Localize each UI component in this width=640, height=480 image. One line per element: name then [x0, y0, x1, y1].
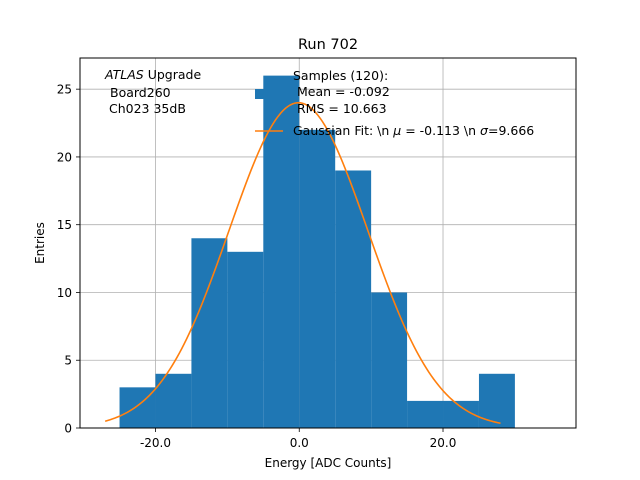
annotation-board: Board260 [110, 85, 171, 100]
x-tick-label: -20.0 [140, 436, 171, 450]
legend-samples-rms: RMS = 10.663 [297, 101, 387, 116]
x-axis-label: Energy [ADC Counts] [265, 456, 392, 470]
histogram-bar [227, 251, 264, 428]
gaussian-fit-curve [104, 101, 501, 425]
fit-label-mu: μ [392, 123, 401, 138]
chart-title: Run 702 [298, 37, 358, 53]
histogram-bar [371, 292, 408, 428]
upgrade-label: Upgrade [144, 67, 202, 82]
legend-fit-label: Gaussian Fit: \n μ = -0.113 \n σ=9.666 [293, 123, 534, 138]
y-axis-label: Entries [33, 222, 47, 264]
y-tick-label: 0 [64, 422, 72, 436]
histogram-bar [191, 238, 228, 428]
legend-samples-swatch [255, 89, 283, 99]
annotation-channel: Ch023 35dB [109, 101, 186, 116]
histogram-bar [299, 129, 336, 429]
histogram-bar [335, 170, 372, 428]
axis-ticks: -20.0 0.0 20.0 0 5 10 15 20 25 [57, 83, 457, 450]
fit-label-part-b: = -0.113 \n [401, 123, 480, 138]
y-tick-label: 15 [57, 218, 72, 232]
histogram-bars [119, 75, 515, 429]
x-tick-label: 0.0 [290, 436, 309, 450]
histogram-bar [407, 400, 444, 428]
x-tick-label: 20.0 [430, 436, 457, 450]
legend: Samples (120): Mean = -0.092 RMS = 10.66… [255, 68, 534, 138]
y-tick-label: 25 [57, 83, 72, 97]
legend-samples-mean: Mean = -0.092 [297, 84, 390, 99]
histogram-bar [119, 387, 156, 428]
y-tick-label: 20 [57, 150, 72, 164]
atlas-annotation: ATLAS Upgrade Board260 Ch023 35dB [104, 67, 201, 116]
atlas-label: ATLAS [104, 67, 144, 82]
y-tick-label: 10 [57, 286, 72, 300]
y-tick-label: 5 [64, 354, 72, 368]
legend-samples-title: Samples (120): [293, 68, 388, 83]
fit-label-part-a: Gaussian Fit: \n [293, 123, 393, 138]
fit-label-sigma: σ [480, 123, 489, 138]
fit-label-part-c: =9.666 [488, 123, 534, 138]
plot-frame [79, 57, 577, 429]
histogram-bar [263, 75, 300, 428]
histogram-bar [478, 373, 515, 428]
annotation-line-1: ATLAS Upgrade [104, 67, 201, 82]
histogram-bar [155, 373, 192, 428]
